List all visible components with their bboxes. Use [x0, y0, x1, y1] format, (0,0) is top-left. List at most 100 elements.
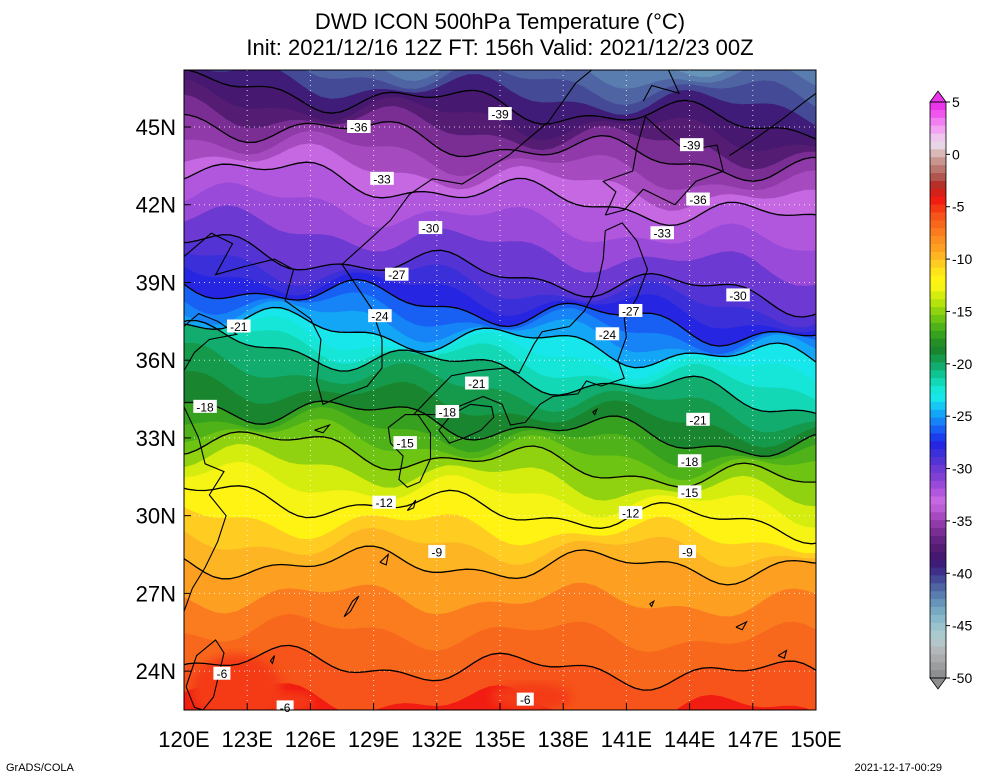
isotherm-minus-27 [184, 278, 816, 347]
colorbar-label: -45 [952, 618, 972, 634]
contour-label-text: -39 [491, 108, 509, 122]
colorbar-swatch [930, 378, 946, 387]
colorbar-swatch [930, 488, 946, 498]
colorbar-swatch [930, 291, 946, 300]
contour-label-text: -6 [520, 693, 531, 707]
contour-label: -6 [516, 692, 534, 707]
contour-label: -30 [418, 221, 443, 236]
contour-label: -18 [193, 399, 217, 414]
colorbar-swatch [930, 528, 946, 537]
isotherm-contours [184, 70, 816, 691]
contour-label-bg [193, 399, 217, 413]
contour-label-bg [650, 226, 674, 240]
contour-label-text: -36 [350, 121, 368, 135]
colorbar-swatch [930, 520, 946, 529]
coastline [379, 552, 390, 566]
footer-timestamp: 2021-12-17-00:29 [854, 762, 942, 774]
contour-label-bg [618, 506, 643, 520]
contour-label-bg [227, 319, 251, 333]
isotherm-minus-39 [184, 70, 816, 140]
plot-title: DWD ICON 500hPa Temperature (°C) [314, 9, 686, 34]
contour-label: -6 [213, 666, 231, 681]
contour-label: -36 [686, 192, 710, 207]
colorbar-swatch [930, 614, 946, 624]
contour-label-bg [488, 107, 512, 121]
contour-label-bg [372, 495, 396, 509]
contour-label-text: -9 [682, 545, 693, 559]
x-tick-label: 138E [538, 727, 589, 752]
x-tick-label: 132E [411, 727, 462, 752]
x-tick-label: 135E [474, 727, 525, 752]
footer-credit: GrADS/COLA [6, 762, 74, 774]
contour-label-text: -33 [654, 227, 672, 241]
coastline [777, 649, 788, 659]
contour-label-text: -36 [689, 193, 707, 207]
colorbar: 5 0 -5 -10 -15 -20 -25 -30 -35 -40 -45 -50 [929, 90, 972, 690]
colorbar-swatch [930, 512, 946, 521]
contour-label-text: -30 [422, 222, 440, 236]
y-tick-label: 30N [136, 504, 176, 529]
y-tick-label: 39N [136, 270, 176, 295]
colorbar-label: 5 [952, 94, 960, 110]
colorbar-swatch [930, 370, 946, 379]
isotherm-minus-12 [184, 485, 816, 545]
colorbar-swatch [930, 109, 946, 119]
colorbar-swatch [930, 630, 946, 640]
y-tick-label: 42N [136, 193, 176, 218]
colorbar-label: 0 [952, 146, 960, 162]
colorbar-label: -30 [952, 461, 972, 477]
colorbar-min-arrow [929, 677, 947, 690]
contour-label-text: -33 [373, 172, 391, 186]
isotherm-minus-21 [184, 319, 816, 415]
contour-label-text: -21 [689, 413, 707, 427]
colorbar-swatch [930, 125, 946, 135]
colorbar-swatch [930, 622, 946, 632]
x-tick-label: 123E [222, 727, 273, 752]
colorbar-swatch [930, 662, 946, 671]
contour-label-bg [370, 171, 394, 185]
contour-label: -12 [372, 495, 396, 510]
contour-label-text: -18 [439, 406, 457, 420]
y-tick-label: 33N [136, 426, 176, 451]
colorbar-swatch [930, 480, 946, 490]
colorbar-swatch [930, 117, 946, 127]
y-tick-label: 36N [136, 348, 176, 373]
coastline [649, 599, 655, 608]
contour-label-text: -39 [683, 139, 701, 153]
contour-label: -27 [385, 267, 409, 282]
colorbar-swatch [930, 472, 946, 482]
contour-label-bg [393, 436, 417, 450]
coastline [184, 312, 239, 371]
colorbar-swatch [930, 283, 946, 292]
colorbar-label: -5 [952, 199, 965, 215]
contour-label-text: -6 [217, 667, 228, 681]
colorbar-label: -25 [952, 408, 972, 424]
colorbar-swatch [930, 599, 946, 608]
colorbar-swatch [930, 559, 946, 569]
colorbar-swatch [930, 464, 946, 474]
contour-label-text: -12 [375, 496, 393, 510]
contour-label-text: -6 [280, 701, 291, 715]
colorbar-swatch [930, 654, 946, 663]
contour-label: -24 [595, 327, 620, 342]
colorbar-swatch [930, 267, 946, 277]
contour-label-bg [213, 666, 231, 680]
colorbar-swatch [930, 504, 946, 513]
colorbar-swatch [930, 591, 946, 600]
colorbar-swatch [930, 354, 946, 363]
colorbar-swatch [930, 606, 946, 616]
contour-label-bg [516, 692, 534, 706]
contour-label-text: -15 [397, 437, 415, 451]
coastline [642, 70, 681, 102]
colorbar-swatch [930, 251, 946, 261]
contour-label-bg [678, 544, 696, 558]
contour-label-text: -18 [681, 455, 699, 469]
contour-label-text: -24 [371, 310, 389, 324]
colorbar-swatch [930, 141, 946, 150]
contour-label: -39 [679, 138, 704, 153]
contour-label: -12 [618, 506, 643, 521]
contour-label-bg [618, 303, 643, 317]
contour-label-bg [686, 192, 710, 206]
contour-label-text: -27 [622, 304, 640, 318]
coastline [343, 595, 360, 618]
